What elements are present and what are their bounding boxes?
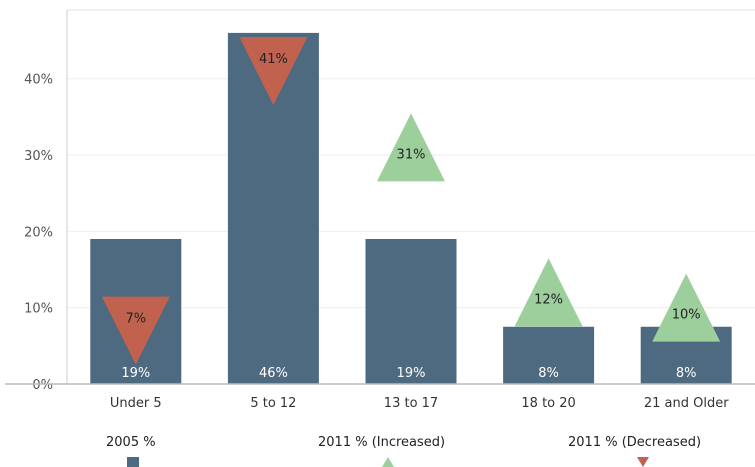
gridlines [67, 9, 755, 309]
y-tick-label: 40% [24, 73, 53, 88]
x-tick-label: Under 5 [110, 396, 162, 411]
triangle-up-2011 [377, 113, 445, 182]
legend-swatch-2011-decreased [637, 457, 649, 467]
y-tick-label: 30% [24, 149, 53, 164]
bar-2005 [503, 326, 595, 384]
bar-label-2005: 46% [259, 366, 288, 381]
triangle-up-2011 [514, 258, 583, 327]
bar-label-2005: 19% [397, 366, 426, 381]
triangle-label-increased: 12% [534, 292, 563, 307]
triangle-up-2011 [652, 273, 721, 342]
x-tick-label: 5 to 12 [250, 396, 296, 411]
legend-label-2005: 2005 % [106, 435, 156, 450]
triangles-2011: 31% 12% 10% 7% 41% [101, 37, 721, 365]
triangle-label-increased: 31% [397, 147, 426, 162]
y-tick-label: 0% [32, 378, 53, 393]
y-axis: 0% 10% 20% 30% 40% [24, 10, 68, 393]
x-tick-label: 21 and Older [644, 396, 729, 411]
y-tick-label: 20% [24, 225, 53, 240]
triangle-label-increased: 10% [672, 308, 701, 323]
bar-label-2005: 8% [538, 366, 559, 381]
triangle-label-decreased: 41% [259, 52, 288, 67]
x-axis: Under 5 5 to 12 13 to 17 18 to 20 21 and Old… [5, 383, 755, 411]
bar-label-2005: 8% [676, 366, 697, 381]
bars-2005: 19% 46% 19% 8% 8% [90, 32, 732, 385]
legend-label-2011-increased: 2011 % (Increased) [318, 435, 446, 450]
x-tick-label: 18 to 20 [521, 396, 575, 411]
legend-label-2011-decreased: 2011 % (Decreased) [568, 435, 702, 450]
triangle-down-2011 [101, 296, 170, 365]
legend-swatch-2005 [127, 457, 139, 467]
bar-label-2005: 19% [121, 366, 150, 381]
x-tick-label: 13 to 17 [384, 396, 438, 411]
triangle-label-decreased: 7% [125, 312, 146, 327]
triangle-down-2011 [239, 37, 308, 106]
legend-swatch-2011-increased [382, 457, 394, 467]
legend [127, 457, 649, 467]
bar-2005 [365, 238, 457, 384]
y-tick-label: 10% [24, 302, 53, 317]
